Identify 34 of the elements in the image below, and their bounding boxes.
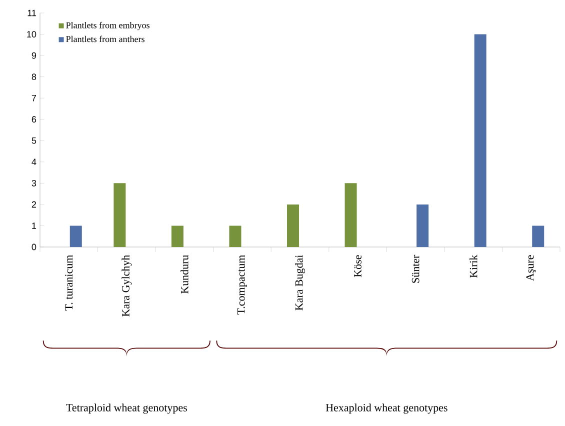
x-tick-label: Kara Bugdai — [295, 255, 305, 310]
text: Tetraploid wheat genotypes — [66, 404, 187, 414]
bar — [532, 226, 544, 247]
x-tick-label: Sünter — [412, 254, 420, 283]
bar — [287, 204, 300, 247]
bar — [114, 183, 126, 247]
y-tick-label: 3 — [32, 180, 36, 186]
y-tick-label: 11 — [28, 10, 36, 16]
y-tick-label: 0 — [32, 244, 36, 250]
y-tick-label: 2 — [32, 201, 36, 208]
y-tick-label: 9 — [32, 52, 36, 59]
y-tick-label: 6 — [32, 116, 36, 123]
y-tick-label: 10 — [27, 31, 36, 38]
x-tick-label: Köse — [354, 255, 362, 278]
bar — [70, 226, 82, 247]
bar — [229, 226, 242, 247]
legend-label: Plantlets from anthers — [66, 36, 144, 42]
y-tick-label: 1 — [32, 222, 36, 229]
x-tick-label: Kunduru — [180, 254, 188, 294]
y-tick-label: 5 — [32, 137, 36, 144]
y-tick-label: 7 — [32, 94, 36, 102]
x-tick-label: Aşure — [526, 255, 536, 281]
legend-label: Plantlets from embryos — [66, 22, 150, 30]
x-tick-label: T.compactum — [237, 254, 247, 315]
x-tick-label: Kara Gylchyh — [122, 254, 132, 316]
y-tick-label: 8 — [32, 74, 36, 80]
x-tick-label: Kirik — [470, 254, 478, 278]
bar — [416, 204, 429, 247]
y-tick-label: 4 — [32, 158, 36, 166]
bar — [171, 226, 184, 247]
text: Hexaploid wheat genotypes — [326, 404, 448, 414]
bar — [344, 183, 357, 247]
x-tick-label: T. turanicum — [65, 254, 73, 311]
bar — [474, 34, 486, 247]
